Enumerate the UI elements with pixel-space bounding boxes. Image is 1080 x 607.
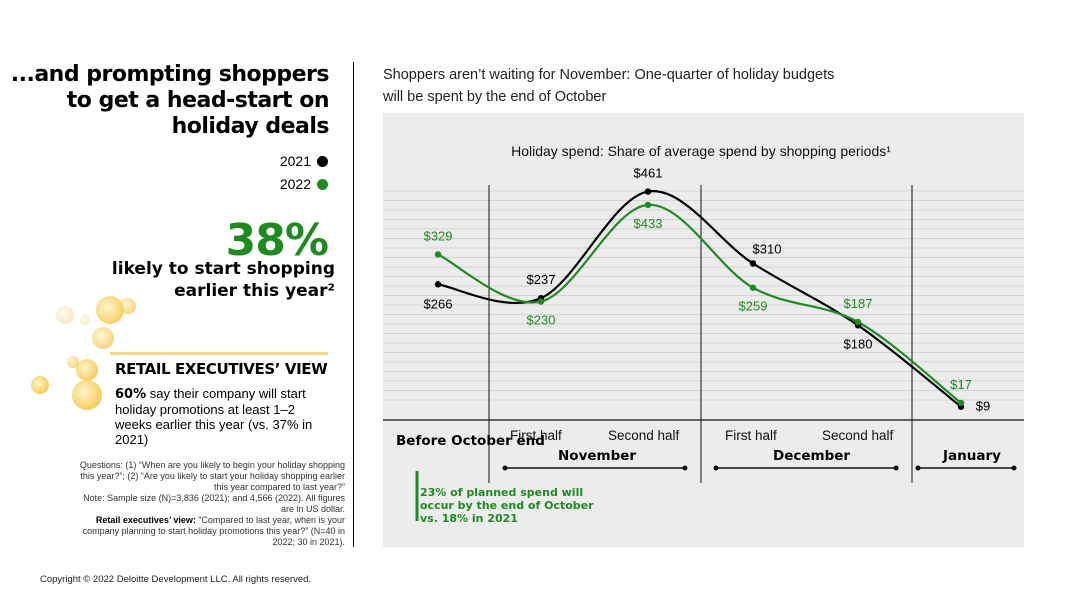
decorative-bokeh	[31, 296, 136, 410]
bracket-end-dot	[915, 465, 921, 471]
right-subtitle: Shoppers aren’t waiting for November: On…	[383, 67, 835, 105]
data-label-2022: $230	[527, 313, 556, 328]
bokeh-circle	[92, 327, 114, 349]
exec-title: RETAIL EXECUTIVES’ VIEW	[115, 360, 328, 378]
data-labels: $266 $237 $461 $310 $180 $9 $329 $230 $433 $259 $1…	[424, 166, 991, 414]
period-dec-second-half: Second half	[822, 428, 894, 443]
data-point-2021	[749, 260, 757, 267]
data-point-2021	[434, 281, 442, 288]
left-headline: ...and prompting shoppers to get a head-…	[10, 62, 330, 139]
legend-label-2021: 2021	[279, 153, 311, 169]
legend-item-2022: 2022	[280, 176, 328, 192]
period-december: December	[773, 448, 851, 464]
bracket-end-dot	[893, 465, 899, 471]
exec-body: 60% say their company will start holiday…	[115, 386, 325, 447]
legend-dot-2022	[317, 178, 328, 190]
bracket-end-dot	[502, 465, 508, 471]
spend-callout: 23% of planned spend will occur by the e…	[420, 486, 605, 525]
bokeh-circle	[76, 359, 98, 381]
x-axis	[383, 419, 1024, 521]
period-nov-second-half: Second half	[608, 428, 680, 443]
data-point-2022	[957, 399, 965, 407]
period-before-october: Before October end	[396, 433, 545, 449]
stat-description: likely to start shopping earlier this ye…	[111, 259, 335, 301]
spend-callout-text: will occur by the end of October vs. 18%…	[420, 486, 594, 525]
series-lines	[437, 190, 962, 408]
data-label-2022: $187	[844, 296, 873, 311]
spend-callout-green: 23% of planned spend	[420, 486, 558, 499]
period-dec-first-half: First half	[725, 428, 777, 443]
data-label-2021: $266	[424, 296, 453, 311]
period-january: January	[943, 448, 1001, 464]
period-nov-first-half: First half	[510, 428, 562, 443]
data-point-2022	[854, 318, 862, 326]
chart-title: Holiday spend: Share of average spend by…	[511, 143, 891, 159]
legend-item-2021: 2021	[280, 153, 328, 169]
data-label-2022: $329	[424, 228, 453, 243]
series-line-2021	[437, 190, 962, 408]
bokeh-circle	[67, 356, 79, 368]
bokeh-circle	[31, 376, 49, 394]
data-label-2022: $17	[950, 377, 972, 392]
line-chart: Holiday spend: Share of average spend by…	[383, 143, 1024, 521]
exec-body-text: say their company will start holiday pro…	[115, 386, 313, 447]
bokeh-circle	[56, 306, 74, 324]
bokeh-circle	[120, 298, 136, 314]
exec-divider	[110, 352, 328, 355]
series-line-2022	[437, 203, 962, 404]
bracket-end-dot	[713, 465, 719, 471]
notes-sample: Note: Sample size (N)=3,836 (2021); and …	[83, 493, 345, 514]
bracket-end-dot	[1011, 465, 1017, 471]
bokeh-circle	[80, 315, 90, 325]
bracket-end-dot	[682, 465, 688, 471]
bokeh-circle	[72, 380, 102, 410]
data-label-2021: $9	[976, 399, 990, 414]
legend-dot-2021	[317, 155, 328, 167]
copyright: Copyright © 2022 Deloitte Development LL…	[40, 574, 312, 585]
chart-panel	[383, 113, 1024, 547]
footnotes: Questions: (1) “When are you likely to b…	[75, 460, 345, 548]
notes-exec-label: Retail executives’ view:	[95, 515, 196, 525]
period-separators	[488, 185, 913, 483]
gridlines	[383, 190, 1024, 401]
data-label-2021: $237	[527, 272, 556, 287]
data-label-2021: $180	[844, 336, 873, 351]
period-november: November	[558, 448, 637, 464]
notes-questions: Questions: (1) “When are you likely to b…	[79, 460, 345, 492]
data-label-2022: $259	[739, 299, 768, 314]
notes-exec: Retail executives’ view: “Compared to la…	[75, 515, 345, 548]
data-point-2021	[644, 188, 652, 195]
legend-label-2022: 2022	[279, 176, 311, 192]
data-label-2022: $433	[634, 216, 663, 231]
bokeh-circle	[96, 296, 124, 324]
data-point-2022	[537, 298, 545, 305]
column-divider	[353, 62, 354, 547]
notes-exec-text: “Compared to last year, when is your com…	[82, 515, 345, 547]
stat-percent: 38%	[225, 215, 329, 266]
data-point-2022	[434, 251, 442, 258]
data-point-2022	[644, 201, 652, 209]
data-point-2022	[749, 284, 757, 291]
data-label-2021: $461	[634, 166, 663, 181]
exec-body-bold: 60%	[115, 387, 147, 402]
series-points	[434, 188, 965, 410]
data-label-2021: $310	[753, 241, 782, 256]
